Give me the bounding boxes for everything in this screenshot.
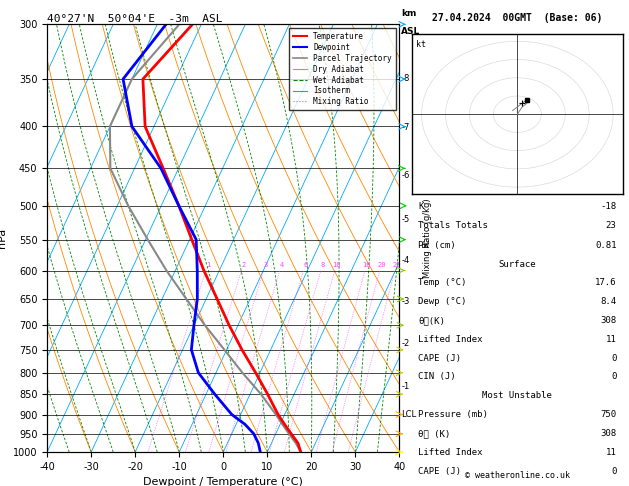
Text: ASL: ASL	[401, 27, 420, 36]
Text: 16: 16	[362, 261, 371, 268]
Text: 11: 11	[606, 335, 616, 344]
Text: -4: -4	[401, 257, 409, 265]
Text: 308: 308	[600, 316, 616, 325]
Text: -18: -18	[600, 202, 616, 211]
Text: 10: 10	[332, 261, 341, 268]
Text: CIN (J): CIN (J)	[418, 372, 456, 382]
Y-axis label: hPa: hPa	[0, 228, 8, 248]
Text: 750: 750	[600, 410, 616, 419]
Text: LCL: LCL	[401, 410, 416, 419]
Text: kt: kt	[416, 40, 426, 50]
Text: 6: 6	[303, 261, 308, 268]
Text: K: K	[418, 202, 424, 211]
Text: -8: -8	[401, 73, 409, 83]
Text: -6: -6	[401, 171, 409, 180]
Text: 0: 0	[611, 467, 616, 476]
Text: 0: 0	[611, 354, 616, 363]
Text: -7: -7	[401, 123, 409, 132]
Legend: Temperature, Dewpoint, Parcel Trajectory, Dry Adiabat, Wet Adiabat, Isotherm, Mi: Temperature, Dewpoint, Parcel Trajectory…	[289, 28, 396, 110]
Text: 0.81: 0.81	[595, 241, 616, 249]
Text: θᴇ(K): θᴇ(K)	[418, 316, 445, 325]
Text: 2: 2	[242, 261, 245, 268]
Text: Pressure (mb): Pressure (mb)	[418, 410, 488, 419]
Text: 11: 11	[606, 448, 616, 457]
Text: -2: -2	[401, 339, 409, 348]
Text: 17.6: 17.6	[595, 278, 616, 287]
Text: 20: 20	[377, 261, 386, 268]
Text: 4: 4	[279, 261, 284, 268]
Text: Lifted Index: Lifted Index	[418, 335, 483, 344]
Text: Mixing Ratio (g/kg): Mixing Ratio (g/kg)	[423, 198, 432, 278]
Text: 0: 0	[611, 372, 616, 382]
Text: © weatheronline.co.uk: © weatheronline.co.uk	[465, 470, 570, 480]
Text: 1: 1	[206, 261, 210, 268]
Text: km: km	[401, 9, 416, 18]
Text: CAPE (J): CAPE (J)	[418, 354, 461, 363]
Text: -1: -1	[401, 382, 409, 391]
Text: 8: 8	[321, 261, 325, 268]
Text: -3: -3	[401, 297, 409, 306]
Text: 308: 308	[600, 429, 616, 438]
X-axis label: Dewpoint / Temperature (°C): Dewpoint / Temperature (°C)	[143, 477, 303, 486]
Text: -5: -5	[401, 214, 409, 224]
Text: 23: 23	[606, 221, 616, 230]
Text: Totals Totals: Totals Totals	[418, 221, 488, 230]
Text: 8.4: 8.4	[600, 297, 616, 306]
Text: θᴇ (K): θᴇ (K)	[418, 429, 450, 438]
Text: 25: 25	[392, 261, 401, 268]
Text: PW (cm): PW (cm)	[418, 241, 456, 249]
Text: Surface: Surface	[499, 260, 536, 269]
Text: 3: 3	[264, 261, 267, 268]
Text: 27.04.2024  00GMT  (Base: 06): 27.04.2024 00GMT (Base: 06)	[432, 13, 603, 23]
Text: Most Unstable: Most Unstable	[482, 391, 552, 400]
Text: Lifted Index: Lifted Index	[418, 448, 483, 457]
Text: CAPE (J): CAPE (J)	[418, 467, 461, 476]
Text: Temp (°C): Temp (°C)	[418, 278, 467, 287]
Text: Dewp (°C): Dewp (°C)	[418, 297, 467, 306]
Text: 40°27'N  50°04'E  -3m  ASL: 40°27'N 50°04'E -3m ASL	[47, 14, 223, 23]
